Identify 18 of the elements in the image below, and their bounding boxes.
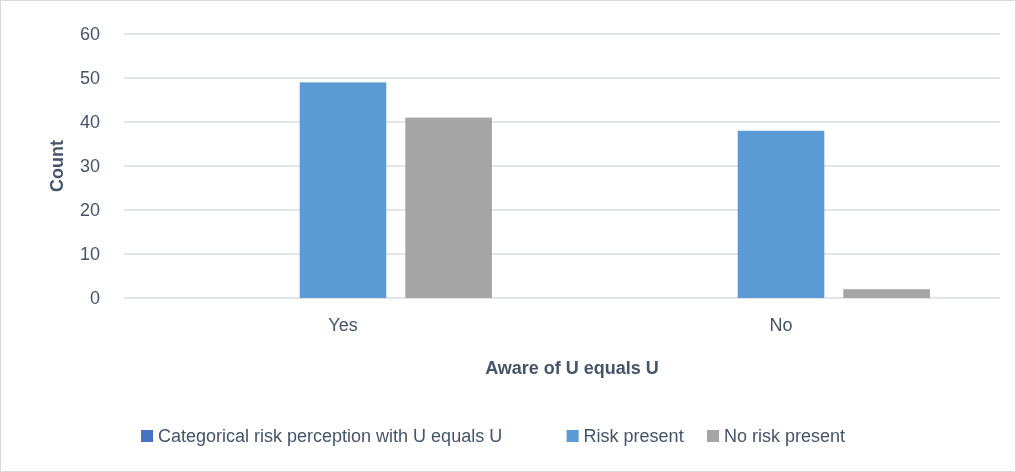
y-tick-label: 40	[79, 112, 100, 133]
x-tick-label: Yes	[328, 315, 358, 335]
bar	[843, 289, 930, 298]
legend-label: Risk present	[583, 426, 684, 447]
y-tick-label: 0	[89, 288, 100, 309]
y-tick-label: 30	[79, 156, 100, 177]
y-tick-label: 60	[79, 24, 100, 45]
bar	[299, 82, 387, 298]
legend-label: Categorical risk perception with U equals U	[158, 426, 503, 447]
y-tick-label: 50	[79, 68, 100, 89]
y-tick-label: 20	[79, 200, 100, 221]
bar	[737, 130, 825, 298]
x-tick-label: No	[769, 315, 793, 335]
x-axis-title: Aware of U equals U	[485, 358, 659, 378]
legend-label: No risk present	[724, 426, 846, 447]
y-tick-label: 10	[79, 244, 100, 265]
y-axis-title: Count	[47, 140, 67, 192]
bar	[405, 117, 492, 298]
